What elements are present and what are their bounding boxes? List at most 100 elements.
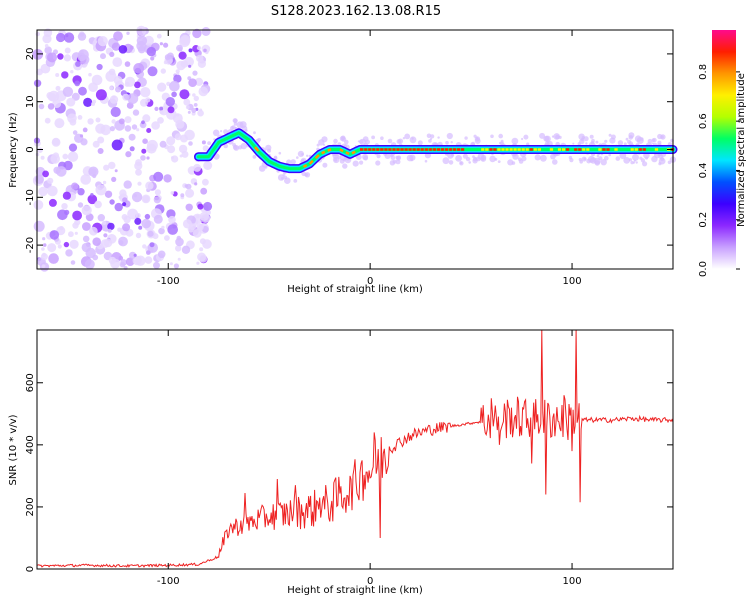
- noise-blob: [183, 98, 191, 106]
- noise-blob: [97, 136, 105, 144]
- noise-blob: [115, 86, 121, 93]
- noise-blob: [81, 205, 92, 216]
- noise-blob: [167, 106, 175, 114]
- noise-blob: [146, 156, 150, 160]
- colorbar-tick-label: 0.0: [698, 261, 709, 277]
- noise-blob: [95, 184, 107, 196]
- ridge-halo-blob: [628, 141, 633, 146]
- noise-blob: [109, 95, 119, 104]
- ridge-halo-blob: [589, 157, 597, 164]
- noise-blob: [49, 230, 60, 240]
- ridge-halo-blob: [424, 159, 428, 163]
- snr-x-tick-label: 100: [563, 576, 582, 587]
- ridge-halo-blob: [568, 155, 573, 160]
- noise-blob: [92, 140, 100, 148]
- noise-blob: [56, 166, 67, 177]
- ridge-halo-blob: [278, 151, 282, 155]
- noise-blob: [36, 68, 43, 76]
- noise-blob: [159, 106, 164, 111]
- noise-blob: [131, 124, 138, 130]
- ridge-core-segment: [254, 146, 260, 152]
- ridge-halo-blob: [534, 154, 541, 161]
- noise-blob: [154, 106, 159, 111]
- noise-blob: [74, 231, 78, 235]
- noise-blob: [127, 208, 138, 220]
- ridge-halo-blob: [645, 156, 649, 160]
- noise-blob: [103, 233, 108, 238]
- noise-blob: [63, 32, 75, 43]
- ridge-halo-blob: [384, 152, 391, 159]
- ridge-halo-blob: [339, 136, 345, 142]
- ridge-halo-blob: [625, 137, 629, 141]
- ridge-halo-blob: [472, 158, 478, 164]
- noise-blob: [63, 160, 73, 171]
- noise-blob: [201, 140, 206, 145]
- noise-blob: [196, 261, 200, 265]
- noise-blob: [109, 86, 113, 90]
- noise-blob: [124, 61, 131, 67]
- noise-blob: [84, 259, 95, 270]
- noise-blob: [164, 54, 171, 61]
- ridge-halo-blob: [630, 160, 634, 165]
- ridge-halo-blob: [376, 154, 381, 159]
- ridge-halo-blob: [610, 134, 616, 140]
- noise-blob: [188, 48, 193, 53]
- ridge-halo-blob: [442, 157, 450, 165]
- noise-blob: [34, 174, 45, 184]
- ridge-halo-blob: [511, 137, 519, 145]
- noise-blob: [105, 70, 117, 82]
- ridge-halo-blob: [359, 160, 364, 165]
- ridge-halo-blob: [459, 161, 463, 165]
- noise-blob: [95, 117, 101, 123]
- noise-blob: [118, 118, 125, 125]
- noise-blob: [72, 222, 79, 229]
- noise-blob: [168, 215, 176, 224]
- snr-background: [37, 330, 673, 569]
- noise-blob: [158, 227, 165, 235]
- ridge-halo-blob: [409, 136, 417, 144]
- noise-blob: [193, 103, 198, 107]
- ridge-halo-blob: [489, 155, 496, 163]
- ridge-halo-blob: [474, 157, 477, 160]
- ridge-core-segment: [327, 148, 332, 152]
- noise-blob: [180, 193, 185, 198]
- noise-blob: [103, 164, 110, 171]
- ridge-halo-blob: [604, 139, 608, 143]
- noise-blob: [191, 108, 197, 113]
- ridge-halo-blob: [615, 156, 621, 161]
- noise-blob: [134, 81, 141, 89]
- noise-blob: [141, 120, 145, 125]
- noise-blob: [61, 203, 68, 210]
- ridge-core-segment: [351, 150, 356, 155]
- noise-blob: [156, 33, 162, 39]
- noise-blob: [114, 169, 118, 173]
- noise-blob: [47, 93, 57, 102]
- ridge-halo-blob: [232, 145, 238, 150]
- noise-blob: [144, 256, 153, 264]
- noise-blob: [66, 97, 76, 107]
- ridge-halo-blob: [446, 132, 453, 140]
- noise-blob: [114, 202, 123, 212]
- ridge-halo-blob: [290, 159, 296, 165]
- snr-panel: -100 0 100 0 200 400 600 Height of straight li…: [8, 329, 674, 596]
- noise-blob: [65, 249, 73, 257]
- noise-blob: [176, 72, 180, 75]
- noise-blob: [55, 73, 60, 77]
- noise-blob: [88, 72, 92, 77]
- ridge-halo-blob: [301, 153, 304, 156]
- noise-blob: [112, 57, 123, 67]
- noise-blob: [111, 119, 116, 124]
- colorbar-ticks: 0.0 0.2 0.4 0.6 0.8: [698, 64, 740, 277]
- noise-blob: [70, 260, 76, 265]
- noise-blob: [135, 159, 142, 166]
- noise-blob: [118, 195, 122, 199]
- spectrogram-y-tick-label: -20: [25, 237, 36, 253]
- colorbar-gradient: [712, 30, 736, 269]
- noise-blob: [97, 148, 104, 154]
- noise-blob: [197, 109, 204, 117]
- spectrogram-y-label: Frequency (Hz): [8, 112, 19, 188]
- noise-blob: [72, 210, 82, 221]
- noise-blob: [47, 185, 58, 197]
- ridge-halo-blob: [322, 162, 328, 168]
